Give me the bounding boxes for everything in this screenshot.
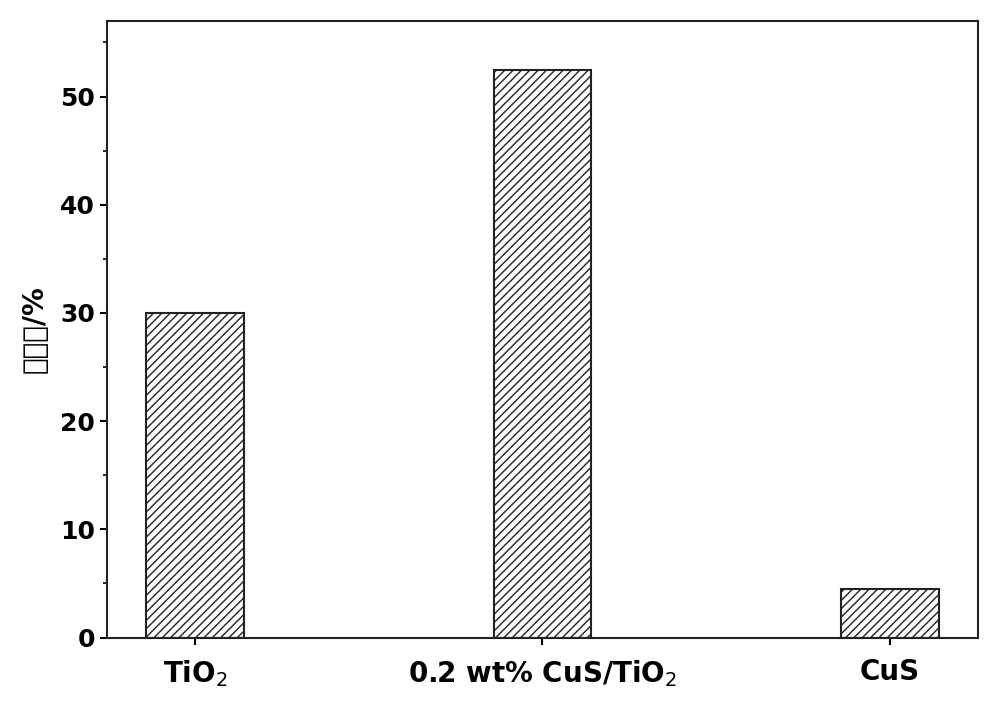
Bar: [494, 70, 591, 638]
Bar: [841, 589, 938, 638]
Bar: [147, 313, 244, 638]
Y-axis label: 降解率/%: 降解率/%: [21, 285, 49, 373]
